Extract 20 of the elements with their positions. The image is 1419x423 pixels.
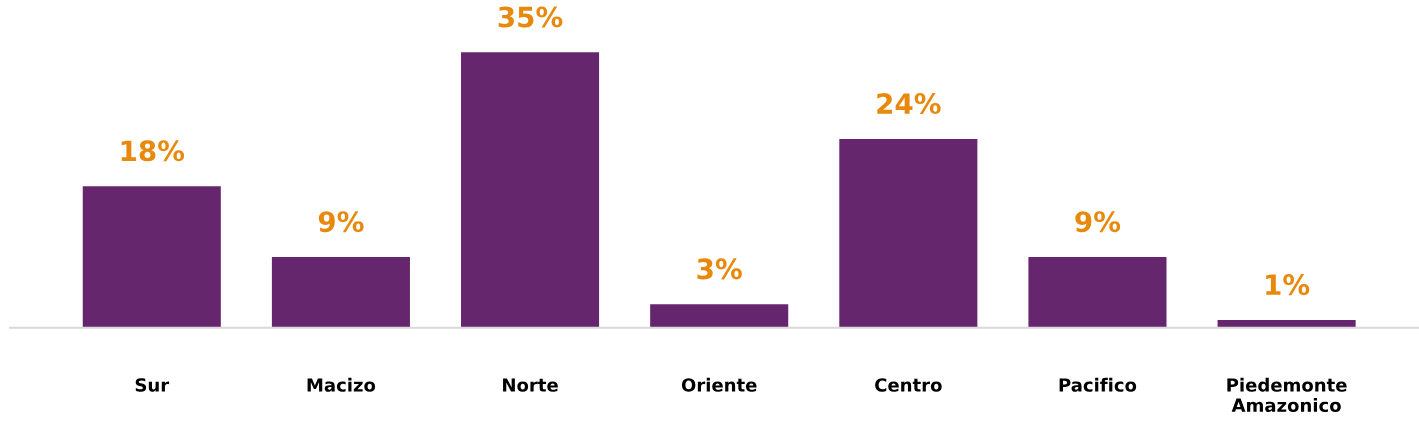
bar: [839, 138, 978, 328]
bar: [1028, 256, 1167, 328]
data-label: 3%: [697, 258, 742, 280]
x-tick-label: Sur: [135, 378, 170, 392]
data-label: 1%: [1266, 274, 1310, 296]
x-tick-label: Oriente: [681, 377, 757, 392]
data-label: 9%: [318, 211, 364, 233]
data-label: 35%: [498, 6, 563, 28]
x-tick-label: Macizo: [307, 377, 376, 392]
bar: [271, 256, 410, 328]
data-label: 24%: [877, 93, 941, 115]
bar: [82, 186, 221, 328]
x-tick-label: Norte: [503, 378, 558, 392]
data-label: 18%: [121, 140, 185, 162]
x-tick-label: Pacifico: [1059, 377, 1137, 392]
x-tick-label: Centro: [875, 378, 942, 392]
bar: [461, 52, 600, 328]
data-label: 9%: [1075, 211, 1121, 233]
x-tick-label: Piedemonte Amazonico: [1227, 377, 1347, 413]
bar: [650, 304, 789, 328]
